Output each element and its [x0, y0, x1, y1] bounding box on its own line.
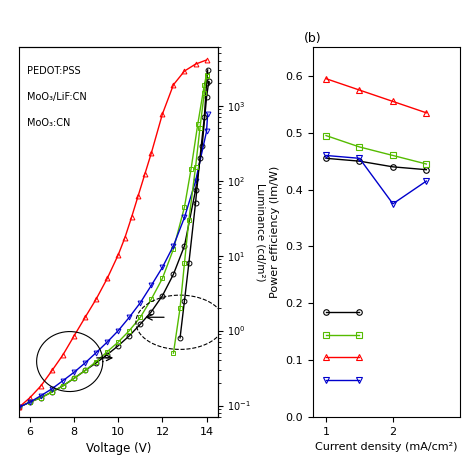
Y-axis label: Power efficiency (lm/W): Power efficiency (lm/W) [270, 166, 280, 299]
X-axis label: Current density (mA/cm²): Current density (mA/cm²) [315, 442, 457, 452]
Text: PEDOT:PSS: PEDOT:PSS [27, 66, 81, 76]
Text: MoO₃:CN: MoO₃:CN [27, 118, 70, 128]
Title: (b): (b) [304, 32, 321, 45]
X-axis label: Voltage (V): Voltage (V) [86, 442, 151, 456]
Y-axis label: Luminance (cd/m²): Luminance (cd/m²) [255, 183, 265, 282]
Text: MoO₃/LiF:CN: MoO₃/LiF:CN [27, 92, 87, 102]
